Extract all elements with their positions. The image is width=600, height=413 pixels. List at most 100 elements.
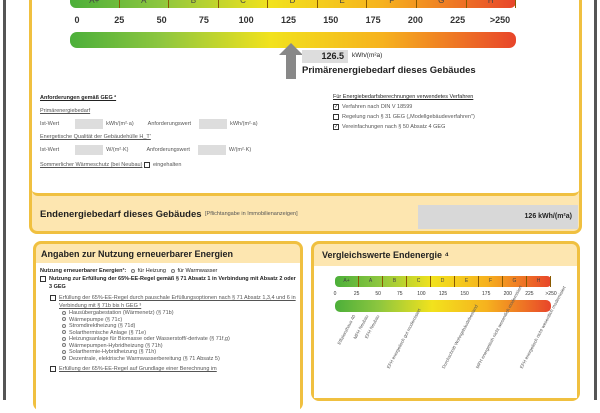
option-radio[interactable] (62, 323, 66, 328)
summer-label: Sommerlicher Wärmeschutz (bei Neubau) (40, 162, 143, 168)
comparison-tick: 225 (525, 291, 534, 297)
class-G: G (503, 276, 527, 287)
scale-tick: 225 (450, 15, 466, 25)
option-label: Wärmepumpen-Hybridheizung (§ 71h) (69, 342, 163, 349)
scale-tick: 125 (280, 15, 297, 25)
comparison-tick: 125 (438, 291, 448, 297)
option-label: Solarthermische Anlage (§ 71e) (69, 329, 147, 336)
arrow-up-icon (279, 43, 304, 79)
anf-value-field[interactable] (199, 118, 228, 129)
unit: W/(m²·K) (106, 147, 129, 153)
option-item: Wärmepumpen-Hybridheizung (§ 71h) (62, 343, 298, 350)
method-label: Regelung nach § 31 GEG („Modellgebäudeve… (342, 114, 475, 120)
opt-label: für Heizung (137, 268, 166, 274)
page-edge-right (594, 0, 597, 400)
summer-checkbox[interactable] (143, 161, 150, 168)
comparison-tick: 200 (503, 291, 512, 297)
comparison-tick: >250 (545, 291, 557, 297)
class-A: A (359, 276, 383, 287)
class-E: E (318, 0, 368, 8)
comparison-class-scale: A+ A B C D E F G H (335, 276, 551, 287)
method-item: ✓ Verfahren nach DIN V 18599 (333, 102, 475, 112)
page-edge-left (3, 0, 6, 400)
class-G: G (417, 0, 467, 8)
option-radio[interactable] (62, 349, 66, 354)
method-checkbox[interactable]: ✓ (333, 123, 339, 130)
class-D: D (268, 0, 318, 8)
radio-water[interactable] (170, 268, 175, 273)
class-A+: A+ (335, 276, 359, 287)
anf-label: Anforderungswert (147, 121, 192, 127)
method-label: Vereinfachungen nach § 50 Absatz 4 GEG (342, 124, 446, 130)
ist-value-field[interactable] (75, 118, 104, 129)
class-B: B (383, 276, 407, 287)
class-B: B (169, 0, 219, 8)
renewable-title: Angaben zur Nutzung erneuerbarer Energie… (41, 249, 234, 259)
envelope-label: Energetische Qualität der Gebäudehülle H… (40, 134, 151, 140)
class-F: F (479, 276, 503, 287)
rule-checkbox[interactable] (40, 276, 46, 282)
option-label: Heizungsanlage für Biomasse oder Wassers… (69, 336, 230, 342)
primary-energy-indicator (279, 43, 304, 84)
comparison-tick: 150 (460, 291, 469, 297)
comparison-tick: 25 (353, 291, 360, 297)
class-H: H (467, 0, 517, 8)
final-energy-label: Endenergiebedarf dieses Gebäudes (40, 209, 202, 220)
class-E: E (455, 276, 479, 287)
comparison-tick: 175 (482, 291, 491, 297)
comparison-tick: 100 (417, 291, 426, 297)
comparison-tick: 0 (333, 291, 337, 297)
method-label: Verfahren nach DIN V 18599 (342, 104, 413, 110)
flat-label: Erfüllung der 65%-EE-Regel durch pauscha… (59, 295, 296, 309)
radio-heating[interactable] (130, 268, 135, 273)
option-item: Wärmepumpe (§ 71c) (62, 317, 298, 324)
calc-checkbox[interactable] (50, 366, 56, 372)
ist-ht-field[interactable] (75, 144, 104, 155)
option-radio[interactable] (62, 310, 66, 315)
calc-label: Erfüllung der 65%-EE-Regel auf Grundlage… (59, 366, 217, 372)
comparison-tick: 50 (375, 291, 381, 297)
method-checkbox[interactable]: ✓ (333, 103, 339, 110)
comparison-gradient-bar (335, 300, 551, 312)
primary-energy-unit: kWh/(m²a) (352, 52, 383, 59)
scale-tick: 200 (407, 15, 423, 25)
comparison-title: Vergleichswerte Endenergie ⁴ (322, 250, 450, 260)
anf-ht-field[interactable] (197, 144, 226, 155)
renewable-section: Angaben zur Nutzung erneuerbarer Energie… (33, 241, 303, 413)
comparison-tick: 75 (397, 291, 403, 297)
option-radio[interactable] (62, 336, 66, 341)
summer-check-label: eingehalten (152, 162, 182, 168)
scale-tick: 150 (323, 15, 339, 25)
option-item: Heizungsanlage für Biomasse oder Wassers… (62, 336, 298, 343)
unit: kWh/(m²·a) (230, 121, 258, 127)
class-D: D (431, 276, 455, 287)
option-radio[interactable] (62, 317, 66, 322)
final-energy-note: [Pflichtangabe in Immobilienanzeigen] (205, 211, 298, 217)
scale-tick: 175 (365, 15, 381, 25)
ist-label: Ist-Wert (40, 147, 60, 153)
unit: W/(m²·K) (228, 147, 252, 153)
option-item: Hausübergabestation (Wärmenetz) (§ 71b) (62, 310, 298, 317)
flat-checkbox[interactable] (50, 295, 56, 301)
option-radio[interactable] (62, 356, 66, 361)
primary-energy-label: Primärenergiebedarf dieses Gebäudes (302, 65, 476, 76)
usage-label: Nutzung erneuerbarer Energien³: (40, 268, 127, 274)
option-label: Hausübergabestation (Wärmenetz) (§ 71b) (69, 310, 174, 316)
renewable-body: Nutzung erneuerbarer Energien³: für Heiz… (40, 267, 298, 373)
option-label: Wärmepumpe (§ 71c) (69, 316, 123, 323)
option-radio[interactable] (62, 343, 66, 348)
energy-gradient-bar (70, 32, 516, 48)
efficiency-class-scale: A+ A B C D E F G H (70, 0, 517, 8)
option-item: Solarthermische Anlage (§ 71e) (62, 330, 298, 337)
option-item: Solarthermie-Hybridheizung (§ 71h) (62, 349, 298, 356)
ist-label: Ist-Wert (40, 121, 60, 127)
option-radio[interactable] (62, 330, 66, 335)
scale-tick: 50 (156, 15, 167, 25)
methods-title: Für Energiebedarfsberechnungen verwendet… (333, 94, 474, 100)
opt-label: für Warmwasser (177, 268, 218, 274)
class-A+: A+ (70, 0, 120, 8)
method-checkbox[interactable] (333, 113, 339, 120)
rule-label: Nutzung zur Erfüllung der 65%-EE-Regel g… (49, 276, 296, 290)
class-H: H (527, 276, 551, 287)
class-A: A (120, 0, 170, 8)
